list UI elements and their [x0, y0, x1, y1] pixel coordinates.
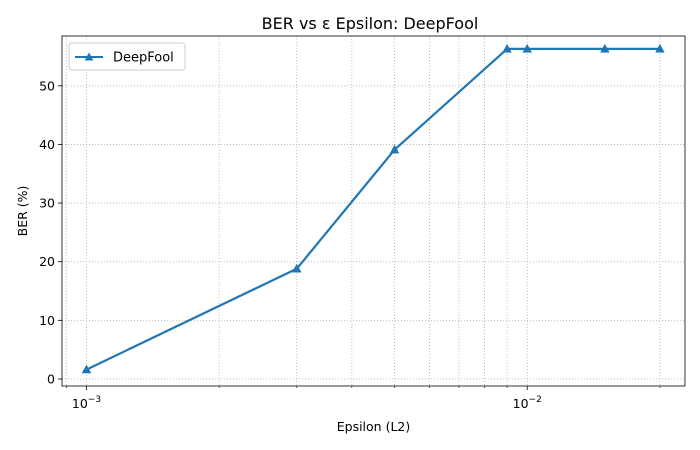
legend-label-deepfool: DeepFool	[113, 51, 174, 66]
y-tick-label: 0	[47, 371, 55, 386]
legend-marker-deepfool	[84, 52, 94, 61]
axis-ticks: 10−3 10−2 0 10 20 30 40 50	[39, 78, 661, 411]
legend: DeepFool	[68, 42, 186, 71]
x-axis-label: Epsilon (L2)	[337, 419, 411, 434]
y-tick-label: 10	[39, 313, 55, 328]
data-point	[655, 43, 665, 53]
series-layer	[81, 43, 665, 374]
y-axis-label: BER (%)	[15, 186, 30, 237]
grid-lines	[62, 36, 685, 386]
data-point	[81, 364, 92, 374]
plot-area-frame	[61, 35, 686, 387]
y-tick-label: 40	[39, 137, 55, 152]
data-point	[502, 43, 512, 53]
chart-title: BER vs ε Epsilon: DeepFool	[262, 14, 479, 33]
data-point	[600, 43, 610, 53]
data-point	[522, 43, 533, 53]
data-point	[291, 263, 302, 273]
y-tick-label: 50	[39, 78, 55, 93]
x-tick-label: 10−2	[513, 395, 542, 411]
legend-box	[68, 42, 186, 71]
y-tick-label: 20	[39, 254, 55, 269]
x-tick-label: 10−3	[72, 395, 101, 411]
y-tick-label: 30	[39, 196, 55, 211]
series-line-deepfool	[85, 47, 660, 371]
data-point	[389, 144, 400, 154]
